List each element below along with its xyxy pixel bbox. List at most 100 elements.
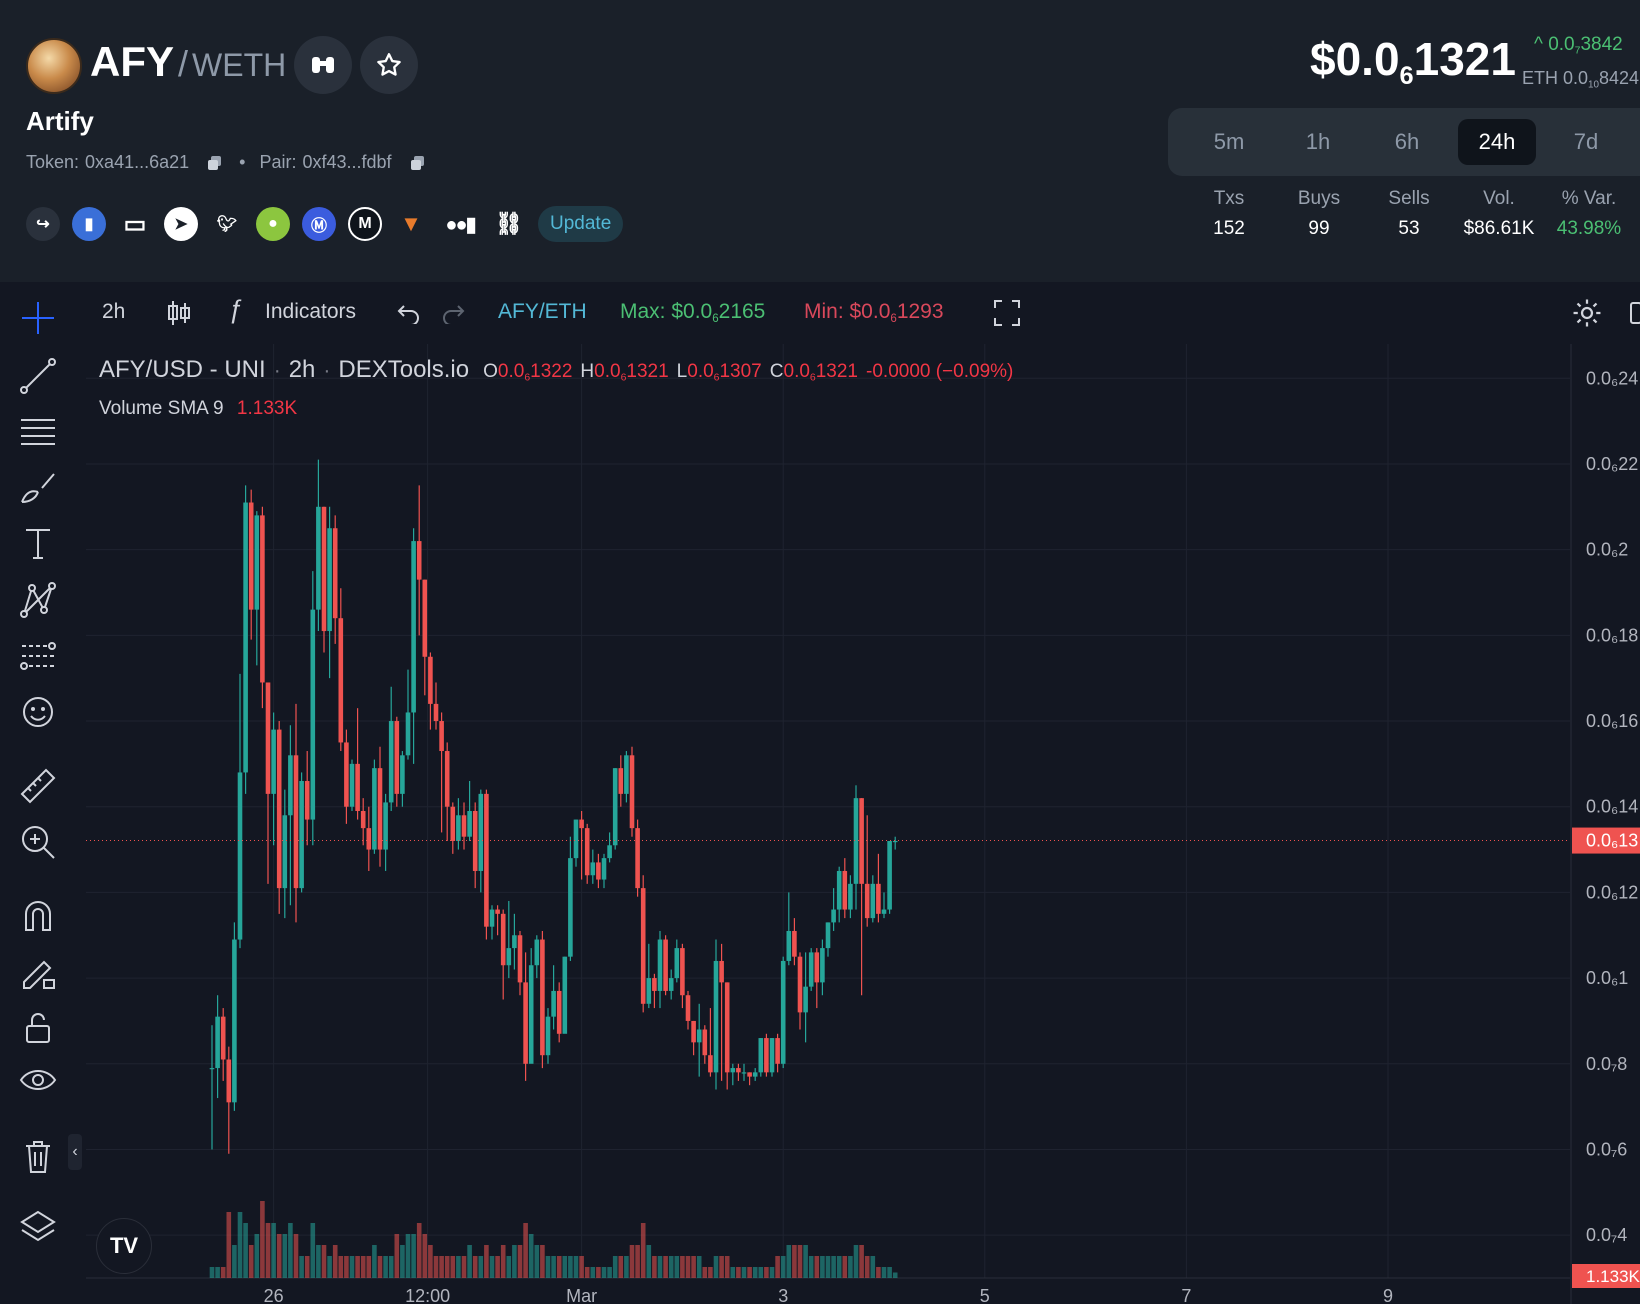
unlock-icon[interactable] [18, 1008, 58, 1048]
candle-body [691, 1020, 696, 1043]
medium-icon[interactable]: ●●▮ [445, 213, 476, 236]
eth-prefix: ETH 0.0 [1522, 68, 1589, 88]
twitter-icon[interactable]: 🐦︎ [216, 216, 238, 233]
timeframe-6h[interactable]: 6h [1394, 129, 1420, 154]
current-price: $0.061321 [1310, 32, 1516, 91]
copy-icon[interactable] [408, 153, 428, 173]
x-axis-tick-label: Mar [566, 1286, 597, 1304]
tradingview-logo[interactable]: TV [96, 1218, 152, 1274]
candle-body [383, 802, 388, 850]
horizontal-lines-icon[interactable] [18, 412, 58, 452]
dextools-icon[interactable]: ▮ [72, 207, 106, 241]
trash-icon[interactable] [18, 1136, 58, 1176]
candle-body [887, 840, 892, 910]
zoom-in-icon[interactable] [18, 822, 58, 862]
coinmarketcap-icon[interactable]: Ⓜ [302, 207, 336, 241]
candle-body [803, 986, 808, 1013]
price-axis[interactable] [1570, 344, 1640, 1304]
moralis-icon[interactable]: M [348, 207, 382, 241]
brush-icon[interactable] [18, 468, 58, 508]
volume-bar [388, 1256, 394, 1278]
candle-body [288, 755, 293, 816]
candle-body [668, 978, 674, 991]
coingecko-icon[interactable]: ● [256, 207, 290, 241]
candle-body [752, 1072, 758, 1077]
volume-bar [752, 1267, 758, 1278]
price-prefix: $0.0 [1310, 33, 1400, 85]
volume-bar [831, 1256, 836, 1278]
indicators-button[interactable]: Indicators [265, 300, 357, 323]
pair-switch[interactable]: AFY/ETH [498, 300, 587, 323]
volume-bar [506, 1256, 512, 1278]
chart-legend: AFY/USD - UNI · 2h · DEXTools.io O0.0613… [99, 356, 1013, 384]
candle-body [568, 858, 573, 957]
trend-line-icon[interactable] [18, 356, 58, 396]
text-icon[interactable] [18, 524, 58, 564]
metamask-icon[interactable]: ▼ [400, 211, 422, 236]
fullscreen-icon[interactable] [992, 298, 1022, 328]
volume-bar [299, 1256, 304, 1278]
volume-bar [377, 1256, 383, 1278]
undo-icon[interactable] [396, 302, 422, 324]
price-chart[interactable]: 0.0₆24 0.0₆22 0.0₆2 0.0₆18 0.0₆16 0.0₆14 0.0₆1… [0, 344, 1640, 1304]
volume-bar [629, 1245, 635, 1278]
visibility-icon[interactable] [18, 1060, 58, 1100]
volume-bar [265, 1223, 271, 1278]
volume-bar [808, 1256, 814, 1278]
magnet-icon[interactable] [18, 896, 58, 936]
pattern-icon[interactable] [18, 580, 58, 620]
candle-body [226, 1059, 232, 1103]
collapse-toolbar-button[interactable]: ‹ [68, 1134, 82, 1170]
fib-icon[interactable] [18, 636, 58, 676]
candle-body [416, 541, 422, 580]
eth-suffix: 8424 [1599, 68, 1640, 88]
volume-bar [713, 1256, 719, 1278]
volume-bar [764, 1267, 769, 1278]
ruler-icon[interactable] [18, 766, 58, 806]
min-sub: 6 [890, 313, 897, 326]
volume-bar [517, 1245, 523, 1278]
crosshair-icon[interactable] [18, 298, 58, 338]
screenshot-icon[interactable] [1630, 302, 1640, 324]
volume-bar [601, 1267, 607, 1278]
website-icon[interactable]: ▭ [123, 210, 147, 238]
redo-icon[interactable] [440, 302, 466, 324]
volume-bar [288, 1223, 293, 1278]
timeframe-5m[interactable]: 5m [1213, 129, 1245, 154]
price-change: ^ 0.073842 [1534, 34, 1623, 57]
quote-symbol: WETH [192, 47, 287, 83]
telegram-icon[interactable]: ➤ [164, 207, 198, 241]
layers-icon[interactable] [18, 1208, 58, 1248]
interval-button[interactable]: 2h [102, 300, 126, 323]
volume-bar [892, 1272, 898, 1278]
timeframe-24h[interactable]: 24h [1458, 119, 1536, 165]
favorite-button[interactable] [360, 36, 418, 94]
stat-label-var: % Var. [1561, 188, 1617, 209]
settings-icon[interactable] [1570, 296, 1604, 330]
copy-icon[interactable] [205, 153, 225, 173]
volume-bar [383, 1256, 388, 1278]
token-name: Artify [26, 106, 94, 136]
candle-body [276, 729, 282, 889]
candle-body [377, 768, 383, 850]
volume-bar [612, 1256, 618, 1278]
candle-body [797, 956, 803, 1013]
candle-body [786, 930, 792, 961]
volume-bar [248, 1245, 254, 1278]
update-button[interactable]: Update [538, 206, 624, 242]
timeframe-1h[interactable]: 1h [1305, 129, 1331, 154]
link-icon[interactable]: ⛓ [495, 211, 523, 236]
volume-bar [282, 1234, 288, 1278]
volume-bar [719, 1256, 724, 1278]
candle-body [764, 1038, 769, 1073]
legend-close: C0.061321 [769, 361, 859, 384]
volume-bar [484, 1245, 489, 1278]
candle-body [237, 772, 243, 940]
binoculars-button[interactable] [294, 36, 352, 94]
lock-drawings-icon[interactable] [18, 952, 58, 992]
emoji-icon[interactable] [18, 692, 58, 732]
timeframe-7d[interactable]: 7d [1573, 129, 1599, 154]
candles-type-icon[interactable] [164, 298, 194, 328]
share-icon[interactable]: ↪ [26, 207, 60, 241]
volume-bar [394, 1234, 400, 1278]
